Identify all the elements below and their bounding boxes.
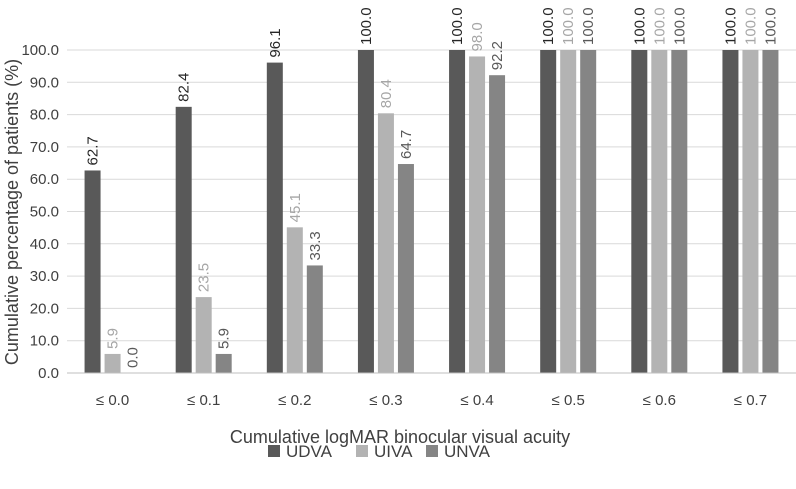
y-tick-label: 80.0 [30, 107, 59, 124]
y-tick-label: 0.0 [38, 365, 59, 382]
data-label: 62.7 [85, 136, 102, 165]
data-label: 100.0 [722, 7, 739, 45]
legend-swatch-uiva [356, 445, 368, 457]
bar-unva [671, 50, 688, 373]
data-label: 100.0 [762, 7, 779, 45]
x-axis-ticks: ≤ 0.0 ≤ 0.1 ≤ 0.2 ≤ 0.3 ≤ 0.4 ≤ 0.5 ≤ 0.6 ≤ 0.7 [96, 392, 767, 409]
x-tick-label: ≤ 0.1 [187, 392, 220, 409]
legend-swatch-unva [426, 445, 438, 457]
bar-uiva [469, 56, 486, 374]
bar-uiva [104, 353, 121, 373]
bar-udva [540, 50, 557, 373]
x-tick-label: ≤ 0.2 [278, 392, 311, 409]
bar-udva [84, 170, 101, 373]
data-label: 33.3 [307, 231, 324, 260]
data-label: 100.0 [540, 7, 557, 45]
legend-label: UDVA [286, 442, 333, 461]
bar-unva [215, 353, 232, 373]
data-label: 80.4 [378, 79, 395, 108]
bar-udva [449, 50, 466, 373]
bar-udva [175, 106, 192, 374]
data-label: 100.0 [580, 7, 597, 45]
bar-unva [580, 50, 597, 373]
bar-uiva [195, 297, 212, 373]
y-tick-label: 10.0 [30, 333, 59, 350]
data-label: 100.0 [671, 7, 688, 45]
bar-uiva [377, 113, 394, 374]
bar-unva [489, 75, 506, 373]
y-tick-label: 20.0 [30, 300, 59, 317]
data-label: 64.7 [398, 130, 415, 159]
data-label: 45.1 [287, 193, 304, 222]
bar-unva [762, 50, 779, 373]
bar-unva [397, 164, 414, 373]
data-label: 96.1 [267, 28, 284, 57]
y-tick-label: 60.0 [30, 171, 59, 188]
data-label: 5.9 [105, 328, 122, 349]
bar-unva [306, 265, 323, 373]
bar-udva [631, 50, 648, 373]
bar-udva [357, 50, 374, 373]
x-tick-label: ≤ 0.4 [460, 392, 493, 409]
x-axis-title: Cumulative logMAR binocular visual acuit… [230, 427, 570, 447]
data-label: 92.2 [489, 41, 506, 70]
y-tick-label: 90.0 [30, 74, 59, 91]
x-tick-label: ≤ 0.5 [552, 392, 585, 409]
bar-uiva [286, 227, 303, 373]
legend: UDVA UIVA UNVA [268, 442, 491, 461]
legend-label: UNVA [444, 442, 491, 461]
x-tick-label: ≤ 0.6 [643, 392, 676, 409]
bar-uiva [560, 50, 577, 373]
y-tick-label: 30.0 [30, 268, 59, 285]
legend-swatch-udva [268, 445, 280, 457]
data-label: 5.9 [216, 328, 233, 349]
bars [84, 50, 779, 374]
legend-label: UIVA [374, 442, 413, 461]
data-label: 100.0 [631, 7, 648, 45]
bar-udva [266, 62, 283, 374]
data-label: 100.0 [560, 7, 577, 45]
y-tick-label: 100.0 [21, 42, 59, 59]
y-axis-ticks: 0.0 10.0 20.0 30.0 40.0 50.0 60.0 70.0 80.0 90.0 1… [21, 42, 59, 382]
data-label: 100.0 [449, 7, 466, 45]
data-label: 100.0 [358, 7, 375, 45]
y-tick-label: 70.0 [30, 139, 59, 156]
x-tick-label: ≤ 0.0 [96, 392, 129, 409]
bar-udva [722, 50, 739, 373]
bar-uiva [742, 50, 759, 373]
data-label: 82.4 [176, 73, 193, 102]
data-label: 100.0 [651, 7, 668, 45]
y-axis-title: Cumulative percentage of patients (%) [2, 59, 22, 365]
y-tick-label: 50.0 [30, 204, 59, 221]
bar-uiva [651, 50, 668, 373]
x-tick-label: ≤ 0.7 [734, 392, 767, 409]
data-labels: 62.75.90.082.423.55.996.145.133.3100.080… [85, 7, 780, 368]
data-label: 98.0 [469, 22, 486, 51]
data-label: 23.5 [196, 263, 213, 292]
data-label: 100.0 [742, 7, 759, 45]
y-tick-label: 40.0 [30, 236, 59, 253]
x-tick-label: ≤ 0.3 [369, 392, 402, 409]
data-label: 0.0 [125, 347, 142, 368]
